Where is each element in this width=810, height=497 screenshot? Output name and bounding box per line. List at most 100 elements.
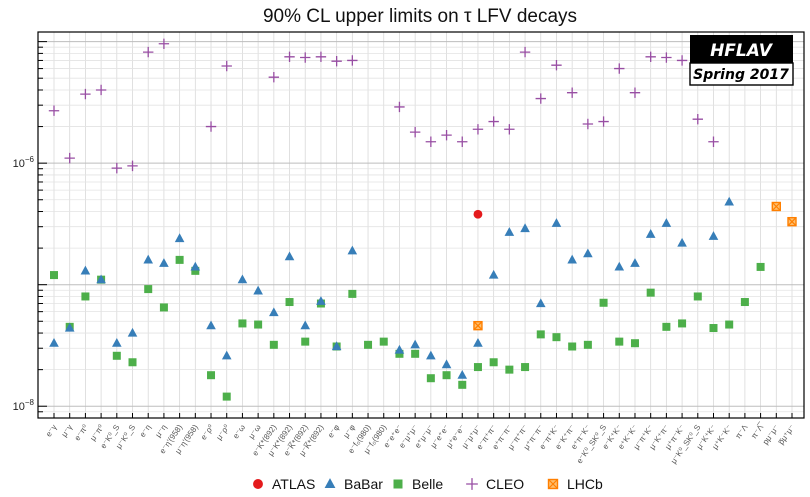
legend-label-belle: Belle: [412, 476, 443, 492]
point-belle: [740, 298, 749, 307]
point-belle: [144, 285, 153, 294]
point-belle: [207, 371, 216, 380]
point-babar: [237, 274, 248, 284]
point-babar: [347, 245, 358, 255]
point-babar: [645, 229, 656, 238]
point-cleo: [598, 116, 609, 127]
point-belle: [646, 288, 655, 297]
point-cleo: [708, 136, 719, 147]
point-belle: [458, 380, 467, 389]
point-belle: [379, 337, 388, 346]
legend-marker-cleo: [466, 478, 478, 490]
x-tick-label: e⁻ω: [231, 423, 247, 440]
point-babar: [661, 218, 672, 227]
badge-top-text: HFLAV: [710, 41, 774, 61]
series-babar: [49, 196, 734, 379]
point-cleo: [221, 60, 232, 72]
point-babar: [159, 258, 169, 267]
point-babar: [708, 231, 719, 240]
x-tick-label: μ⁻γ: [60, 423, 75, 439]
series-atlas: [473, 209, 483, 219]
point-belle: [348, 289, 357, 298]
point-cleo: [143, 46, 154, 58]
point-cleo: [504, 124, 515, 135]
point-cleo: [394, 101, 405, 113]
point-belle: [50, 271, 58, 280]
point-babar: [269, 307, 279, 317]
point-belle: [709, 324, 718, 333]
point-belle: [159, 303, 168, 312]
series-belle: [50, 255, 765, 401]
point-belle: [191, 266, 200, 275]
legend-marker-belle: [393, 479, 403, 489]
point-babar: [253, 285, 263, 295]
point-lhcb: [473, 320, 483, 331]
x-tick-label: π⁻Λ: [734, 422, 750, 440]
legend-label-lhcb: LHCb: [567, 476, 603, 492]
point-cleo: [441, 129, 452, 141]
legend-item-atlas: ATLAS: [253, 476, 315, 492]
point-babar: [143, 254, 154, 264]
series-cleo: [48, 38, 735, 174]
point-babar: [551, 218, 562, 227]
point-belle: [238, 319, 247, 328]
point-belle: [489, 358, 498, 367]
point-belle: [615, 337, 624, 346]
point-cleo: [551, 59, 562, 71]
series-lhcb: [473, 201, 797, 331]
point-babar: [284, 251, 295, 261]
point-belle: [568, 342, 577, 351]
point-belle: [411, 349, 420, 358]
point-belle: [583, 340, 592, 349]
point-cleo: [645, 51, 656, 63]
point-cleo: [692, 113, 703, 125]
point-lhcb: [787, 216, 797, 227]
y-tick-label: 10−6: [13, 155, 35, 170]
hflav-badge: HFLAV Spring 2017: [689, 35, 794, 86]
point-babar: [394, 344, 405, 354]
point-cleo: [205, 121, 217, 132]
point-cleo: [519, 46, 531, 58]
legend-item-cleo: CLEO: [466, 476, 524, 492]
badge-bottom-text: Spring 2017: [693, 67, 789, 83]
point-babar: [567, 254, 577, 264]
legend-label-cleo: CLEO: [486, 476, 524, 492]
point-cleo: [614, 63, 625, 74]
point-cleo: [409, 126, 421, 138]
point-babar: [520, 223, 530, 233]
point-cleo: [300, 52, 311, 63]
point-belle: [536, 330, 545, 339]
point-cleo: [127, 160, 138, 172]
point-belle: [285, 298, 294, 307]
point-babar: [190, 261, 201, 271]
x-tick-label: e⁻φ: [326, 423, 341, 440]
point-belle: [521, 363, 530, 372]
point-belle: [630, 339, 639, 348]
point-babar: [724, 196, 734, 206]
point-cleo: [676, 55, 688, 66]
data-marks: [48, 38, 797, 401]
point-babar: [488, 269, 499, 279]
point-belle: [301, 337, 310, 346]
badge-bottom-box: [689, 62, 794, 86]
point-belle: [552, 333, 561, 342]
point-belle: [254, 320, 263, 329]
point-atlas: [473, 209, 483, 219]
point-belle: [505, 365, 514, 374]
point-babar: [127, 327, 138, 337]
point-babar: [80, 265, 91, 275]
point-cleo: [457, 136, 468, 147]
legend-label-babar: BaBar: [344, 476, 383, 492]
point-babar: [441, 359, 452, 369]
point-belle: [426, 374, 435, 383]
point-belle: [678, 319, 687, 328]
point-belle: [269, 340, 278, 349]
point-babar: [49, 338, 59, 347]
legend-item-lhcb: LHCb: [547, 476, 603, 492]
point-babar: [300, 320, 311, 330]
point-cleo: [111, 162, 123, 174]
point-cleo: [331, 56, 342, 67]
point-belle: [756, 262, 765, 271]
point-belle: [81, 292, 90, 301]
